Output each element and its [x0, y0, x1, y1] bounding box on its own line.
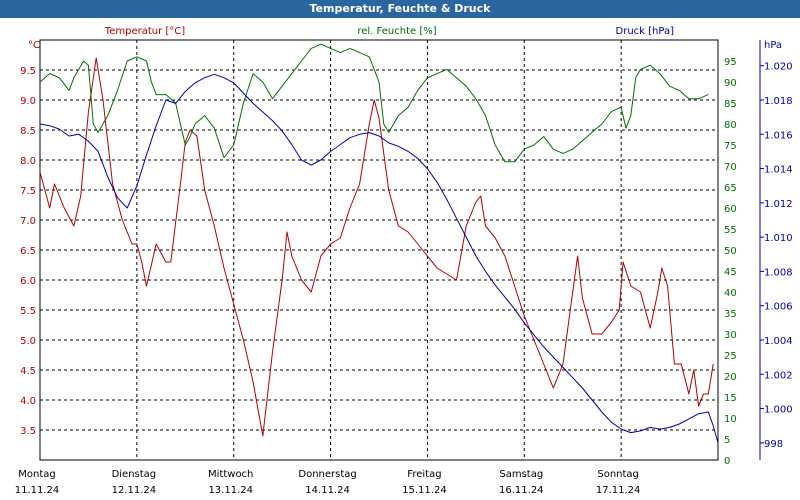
- chart-title: Temperatur, Feuchte & Druck: [0, 0, 800, 18]
- pressure-tick-label: 1.016: [764, 130, 793, 141]
- pressure-tick-label: 1.014: [764, 165, 793, 176]
- temperature-tick-label: 5.0: [20, 336, 36, 347]
- temperature-tick-label: 4.5: [20, 366, 36, 377]
- temperature-tick-label: 9.5: [20, 66, 36, 77]
- humidity-tick-label: 45: [724, 267, 737, 278]
- x-tick-day: Mittwoch: [208, 469, 253, 480]
- x-tick-day: Donnerstag: [298, 469, 356, 480]
- pressure-tick-label: 1.012: [764, 199, 793, 210]
- series: [39, 43, 719, 444]
- tick-labels: 3.5 4.0 4.5 5.0 5.5 6.0 6.5 7.0 7.5 8.0 8.5 9.0 9.5 M…: [15, 57, 793, 496]
- temperature-tick-label: 8.5: [20, 126, 36, 137]
- temperature-tick-label: 4.0: [20, 396, 36, 407]
- humidity-tick-label: 50: [724, 246, 737, 257]
- x-tick-day: Freitag: [407, 469, 441, 480]
- pressure-tick-label: 1.008: [764, 267, 793, 278]
- temperature-tick-label: 5.5: [20, 306, 36, 317]
- x-tick-day: Sonntag: [597, 469, 639, 480]
- grid: [40, 40, 718, 460]
- temperature-series-line: [39, 57, 714, 437]
- temperature-tick-label: 7.0: [20, 216, 36, 227]
- temperature-tick-label: 9.0: [20, 96, 36, 107]
- x-tick-date: 14.11.24: [305, 485, 350, 496]
- plot-frame: [39, 39, 719, 461]
- humidity-tick-label: 60: [724, 204, 737, 215]
- pressure-axis-label: Druck [hPa]: [616, 26, 675, 37]
- humidity-tick-label: 10: [724, 414, 737, 425]
- humidity-tick-label: 75: [724, 141, 737, 152]
- humidity-tick-label: 80: [724, 120, 737, 131]
- humidity-tick-label: 55: [724, 225, 737, 236]
- x-tick-date: 15.11.24: [402, 485, 447, 496]
- temperature-tick-label: 7.5: [20, 186, 36, 197]
- temperature-axis-label: Temperatur [°C]: [104, 26, 185, 37]
- pressure-tick-label: 1.018: [764, 96, 793, 107]
- temperature-tick-label: 3.5: [20, 426, 36, 437]
- pressure-unit-label: hPa: [764, 40, 782, 51]
- humidity-tick-label: 35: [724, 309, 737, 320]
- humidity-tick-label: 90: [724, 78, 737, 89]
- humidity-tick-label: 95: [724, 57, 737, 68]
- humidity-tick-label: 15: [724, 393, 737, 404]
- humidity-tick-label: 20: [724, 372, 737, 383]
- x-tick-date: 16.11.24: [499, 485, 544, 496]
- pressure-tick-label: 1.006: [764, 302, 793, 313]
- temperature-tick-label: 6.5: [20, 246, 36, 257]
- x-tick-date: 11.11.24: [15, 485, 60, 496]
- pressure-tick-label: 1.000: [764, 405, 793, 416]
- temperature-unit-label: °C: [28, 40, 40, 51]
- temperature-tick-label: 6.0: [20, 276, 36, 287]
- humidity-series-line: [39, 43, 709, 163]
- x-tick-date: 12.11.24: [112, 485, 157, 496]
- pressure-tick-label: 1.010: [764, 233, 793, 244]
- temperature-tick-label: 8.0: [20, 156, 36, 167]
- humidity-tick-label: 85: [724, 99, 737, 110]
- humidity-tick-label: 70: [724, 162, 737, 173]
- pressure-series-line: [39, 73, 719, 444]
- humidity-tick-label: 30: [724, 330, 737, 341]
- x-tick-date: 13.11.24: [208, 485, 253, 496]
- humidity-tick-label: 40: [724, 288, 737, 299]
- humidity-tick-label: 0: [724, 456, 730, 467]
- humidity-tick-label: 5: [724, 435, 730, 446]
- pressure-tick-label: 1.002: [764, 370, 793, 381]
- pressure-tick-label: 998: [764, 439, 783, 450]
- humidity-axis-label: rel. Feuchte [%]: [357, 26, 436, 37]
- x-tick-day: Dienstag: [112, 469, 157, 480]
- x-tick-day: Samstag: [499, 469, 543, 480]
- pressure-tick-label: 1.020: [764, 62, 793, 73]
- humidity-tick-label: 65: [724, 183, 737, 194]
- pressure-tick-label: 1.004: [764, 336, 793, 347]
- x-tick-date: 17.11.24: [596, 485, 641, 496]
- x-tick-day: Montag: [18, 469, 55, 480]
- humidity-tick-label: 25: [724, 351, 737, 362]
